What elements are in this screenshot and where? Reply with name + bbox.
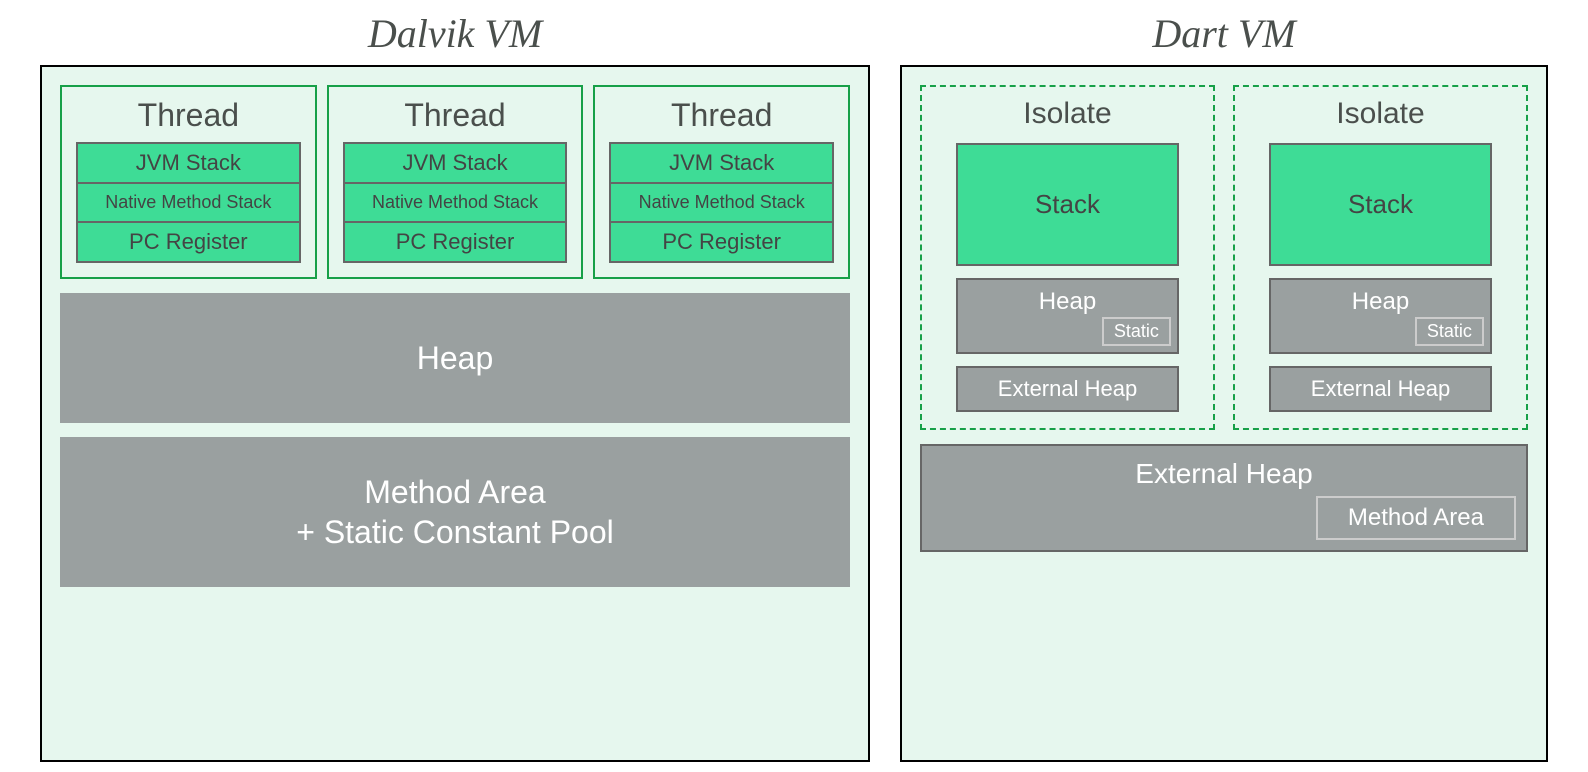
isolate-heap-label: Heap xyxy=(1352,288,1409,315)
dart-panel: Isolate Stack Heap Static External Heap … xyxy=(900,65,1548,762)
pc-register-cell: PC Register xyxy=(76,223,301,263)
method-area-line2: + Static Constant Pool xyxy=(296,512,614,552)
isolate-external-heap: External Heap xyxy=(956,366,1179,412)
jvm-stack-cell: JVM Stack xyxy=(76,142,301,184)
dalvik-threads: Thread JVM Stack Native Method Stack PC … xyxy=(60,85,850,279)
isolate-stack: Stack xyxy=(1269,143,1492,266)
titles-row: Dalvik VM Dart VM xyxy=(40,10,1548,65)
native-stack-cell: Native Method Stack xyxy=(609,184,834,223)
dart-isolates: Isolate Stack Heap Static External Heap … xyxy=(920,85,1528,430)
panels-row: Thread JVM Stack Native Method Stack PC … xyxy=(40,65,1548,762)
thread-title: Thread xyxy=(609,97,834,134)
isolate-heap: Heap Static xyxy=(956,278,1179,354)
dalvik-thread: Thread JVM Stack Native Method Stack PC … xyxy=(593,85,850,279)
heap-label: Heap xyxy=(417,338,494,378)
pc-register-cell: PC Register xyxy=(343,223,568,263)
thread-title: Thread xyxy=(343,97,568,134)
dalvik-heap: Heap xyxy=(60,293,850,423)
dart-title: Dart VM xyxy=(900,10,1548,57)
dalvik-panel: Thread JVM Stack Native Method Stack PC … xyxy=(40,65,870,762)
dart-isolate: Isolate Stack Heap Static External Heap xyxy=(920,85,1215,430)
isolate-external-heap: External Heap xyxy=(1269,366,1492,412)
external-heap-label: External Heap xyxy=(1135,458,1312,489)
dalvik-method-area: Method Area + Static Constant Pool xyxy=(60,437,850,587)
isolate-static-box: Static xyxy=(1415,317,1484,346)
jvm-stack-cell: JVM Stack xyxy=(609,142,834,184)
isolate-static-box: Static xyxy=(1102,317,1171,346)
dalvik-title: Dalvik VM xyxy=(40,10,870,57)
thread-rows: JVM Stack Native Method Stack PC Registe… xyxy=(609,142,834,263)
dart-external-heap-bottom: External Heap Method Area xyxy=(920,444,1528,552)
dalvik-thread: Thread JVM Stack Native Method Stack PC … xyxy=(327,85,584,279)
pc-register-cell: PC Register xyxy=(609,223,834,263)
thread-rows: JVM Stack Native Method Stack PC Registe… xyxy=(343,142,568,263)
dalvik-thread: Thread JVM Stack Native Method Stack PC … xyxy=(60,85,317,279)
thread-title: Thread xyxy=(76,97,301,134)
native-stack-cell: Native Method Stack xyxy=(76,184,301,223)
isolate-stack: Stack xyxy=(956,143,1179,266)
native-stack-cell: Native Method Stack xyxy=(343,184,568,223)
thread-rows: JVM Stack Native Method Stack PC Registe… xyxy=(76,142,301,263)
dart-method-area-box: Method Area xyxy=(1316,496,1516,540)
jvm-stack-cell: JVM Stack xyxy=(343,142,568,184)
isolate-heap-label: Heap xyxy=(1039,288,1096,315)
isolate-title: Isolate xyxy=(1023,97,1111,131)
method-area-line1: Method Area xyxy=(364,472,545,512)
isolate-heap: Heap Static xyxy=(1269,278,1492,354)
dart-isolate: Isolate Stack Heap Static External Heap xyxy=(1233,85,1528,430)
isolate-title: Isolate xyxy=(1336,97,1424,131)
